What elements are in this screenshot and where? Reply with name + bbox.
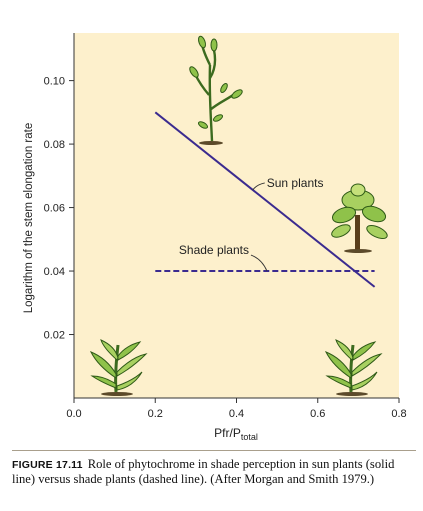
x-axis-label-main: Pfr/P — [214, 426, 241, 440]
y-tick-label: 0.04 — [44, 266, 65, 278]
annotation-layer: Sun plants Shade plants — [179, 176, 324, 272]
y-axis-label: Logarithm of the stem elongation rate — [23, 123, 35, 314]
x-tick-label: 0.8 — [391, 408, 406, 420]
series-line-sun-plants — [154, 111, 376, 288]
caption-divider — [12, 450, 416, 451]
y-tick-label: 0.02 — [44, 330, 65, 342]
sun-plants-label: Sun plants — [267, 176, 324, 190]
shade-plant-illustration-right — [324, 339, 383, 396]
shade-plants-leader — [250, 254, 268, 272]
sun-plants-leader — [252, 182, 265, 191]
figure-caption: FIGURE 17.11 Role of phytochrome in shade… — [12, 457, 412, 486]
y-tick-label: 0.10 — [44, 76, 65, 88]
shade-response-plant-illustration — [331, 183, 388, 253]
shade-plant-illustration-left — [89, 339, 148, 396]
axes: 0.0 0.2 0.4 0.6 0.8 0.02 0.04 0.06 0.08 0.10 — [44, 33, 407, 420]
x-tick-label: 0.0 — [66, 408, 81, 420]
x-tick-label: 0.4 — [229, 408, 244, 420]
figure: 0.0 0.2 0.4 0.6 0.8 0.02 0.04 0.06 0.08 0.10 Sun … — [23, 33, 407, 442]
shade-plants-label: Shade plants — [179, 243, 249, 257]
x-axis-label-subscript: total — [241, 432, 258, 442]
chart: 0.0 0.2 0.4 0.6 0.8 0.02 0.04 0.06 0.08 0.10 Sun … — [23, 33, 407, 442]
x-axis-label: Pfr/Ptotal — [214, 426, 258, 442]
x-tick-label: 0.6 — [310, 408, 325, 420]
caption-text: Role of phytochrome in shade perception … — [12, 457, 395, 486]
y-tick-label: 0.08 — [44, 139, 65, 151]
x-tick-label: 0.2 — [148, 408, 163, 420]
sun-plant-illustration — [189, 35, 243, 145]
y-tick-label: 0.06 — [44, 203, 65, 215]
series-layer — [154, 111, 376, 288]
figure-number: FIGURE 17.11 — [12, 459, 83, 471]
